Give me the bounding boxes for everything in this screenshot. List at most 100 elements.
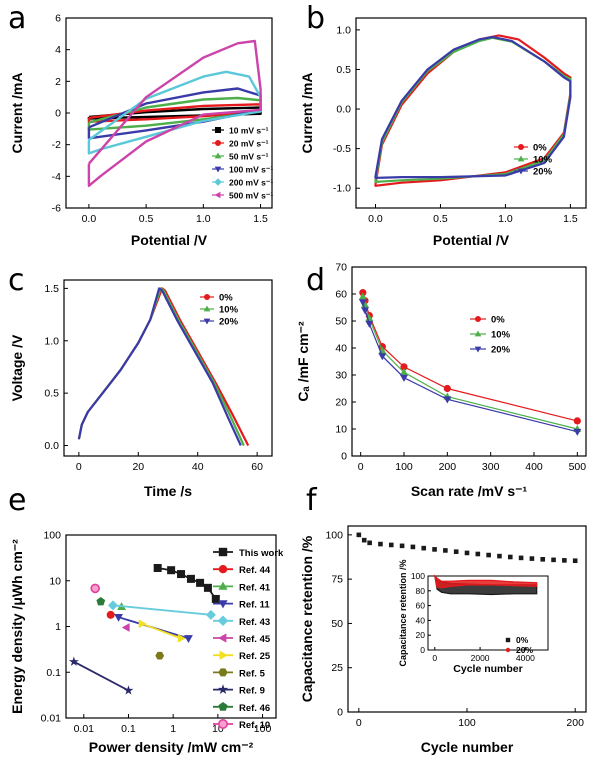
x-tick-label: 1.0 xyxy=(498,213,513,225)
x-tick-label: 0.0 xyxy=(368,213,383,225)
legend: 0%10%20% xyxy=(514,143,553,178)
plot-frame xyxy=(355,17,587,209)
data-point xyxy=(562,558,567,563)
series-line xyxy=(141,622,182,640)
legend-label: 100 mV s⁻¹ xyxy=(229,165,273,175)
data-point xyxy=(453,549,459,554)
y-axis-title: Capacitance retention /% xyxy=(299,535,315,702)
x-tick-label: 0 xyxy=(76,461,82,473)
y-tick-label: -2 xyxy=(52,139,61,151)
panel-letter: f xyxy=(306,483,318,518)
x-tick-label: 1.0 xyxy=(196,213,211,225)
data-point xyxy=(361,307,369,315)
inset-chart: 0 2000 4000 0 20 40 60 80 100 Cycle number Capacit… xyxy=(398,559,549,675)
x-tick-label: 200 xyxy=(566,717,584,729)
legend-marker xyxy=(203,305,211,312)
series-line xyxy=(362,296,578,430)
data-point xyxy=(186,574,195,583)
data-point xyxy=(138,619,147,629)
y-axis-title: Voltage /V xyxy=(9,334,25,401)
panel-letter: a xyxy=(8,1,26,36)
data-point xyxy=(400,368,408,376)
x-tick-label: 60 xyxy=(251,461,263,473)
y-tick-label: -1.0 xyxy=(333,183,351,195)
legend-label: Ref. 9 xyxy=(239,686,265,697)
series-line xyxy=(112,604,211,616)
legend-label: 50 mV s⁻¹ xyxy=(229,152,269,162)
panel-letter: d xyxy=(306,263,325,298)
data-point xyxy=(361,537,367,543)
x-tick-label: 1 xyxy=(170,723,176,735)
x-tick-label: 1.5 xyxy=(253,213,268,225)
x-tick-label: 100 xyxy=(254,723,272,735)
data-point xyxy=(90,583,100,594)
x-axis-title: Potential /V xyxy=(131,232,208,248)
data-point xyxy=(421,545,427,551)
y-tick-label: -4 xyxy=(52,171,61,183)
x-tick-label: 300 xyxy=(482,461,500,473)
x-axis-title: Scan rate /mV s⁻¹ xyxy=(411,483,528,499)
data-point xyxy=(365,320,374,328)
x-tick-label: 0 xyxy=(356,717,362,729)
y-tick-label: 0 xyxy=(337,707,343,719)
y-tick-label: 60 xyxy=(335,289,347,301)
y-tick-label: 6 xyxy=(55,13,61,25)
legend-label: This work xyxy=(239,548,284,559)
legend-marker xyxy=(204,294,210,300)
x-axis-title: Power density /mW cm⁻² xyxy=(89,739,254,755)
panel-letter: e xyxy=(8,483,26,518)
inset-band xyxy=(433,574,538,589)
series-line xyxy=(362,301,578,433)
data-point xyxy=(68,656,79,666)
legend-marker xyxy=(218,633,227,643)
inset-x-tick-label: 4000 xyxy=(516,653,535,663)
legend-marker xyxy=(518,144,524,150)
inset-legend-label: 20% xyxy=(516,645,533,655)
x-tick-label: 0.01 xyxy=(74,723,95,735)
legend-label: 0% xyxy=(491,315,505,326)
legend-label: Ref. 5 xyxy=(239,668,266,679)
legend-marker xyxy=(214,152,222,159)
y-tick-label: 1 xyxy=(55,621,61,633)
data-point xyxy=(432,547,437,552)
data-point xyxy=(378,353,387,361)
x-tick-label: 0.0 xyxy=(82,213,97,225)
legend-marker xyxy=(214,191,221,199)
data-point xyxy=(378,541,383,547)
x-tick-label: 0.1 xyxy=(121,723,136,735)
legend-marker xyxy=(218,581,228,590)
legend-marker xyxy=(218,701,228,711)
data-point xyxy=(177,570,186,579)
legend-label: 0% xyxy=(219,293,233,304)
y-tick-label: 0.5 xyxy=(44,388,59,400)
legend-marker xyxy=(215,127,221,133)
data-point xyxy=(106,610,115,619)
legend-marker xyxy=(217,684,229,695)
panel-letter: c xyxy=(8,263,25,298)
y-tick-label: -6 xyxy=(52,203,61,215)
inset-y-tick-label: 0 xyxy=(420,645,425,655)
data-point xyxy=(573,428,582,436)
data-point xyxy=(167,566,176,575)
legend-marker xyxy=(474,330,482,337)
plot-frame xyxy=(351,266,587,457)
y-tick-label: 100 xyxy=(43,530,61,542)
y-tick-label: 75 xyxy=(331,574,343,586)
data-point xyxy=(155,651,165,660)
inset-x-title: Cycle number xyxy=(453,663,522,675)
legend-label: 10 mV s⁻¹ xyxy=(229,126,269,136)
data-point xyxy=(443,384,451,393)
data-point xyxy=(184,635,193,643)
x-tick-label: 20 xyxy=(132,461,144,473)
legend: 0%10%20% xyxy=(200,293,239,328)
plot-frame xyxy=(63,279,273,457)
x-axis-title: Potential /V xyxy=(433,232,510,248)
y-tick-label: 4 xyxy=(55,44,61,56)
legend-label: Ref. 45 xyxy=(239,634,271,645)
legend-marker xyxy=(217,615,229,627)
legend-label: Ref. 46 xyxy=(239,703,270,714)
y-axis-title: Cₐ /mF cm⁻² xyxy=(295,321,311,402)
legend-label: 20% xyxy=(491,345,511,356)
